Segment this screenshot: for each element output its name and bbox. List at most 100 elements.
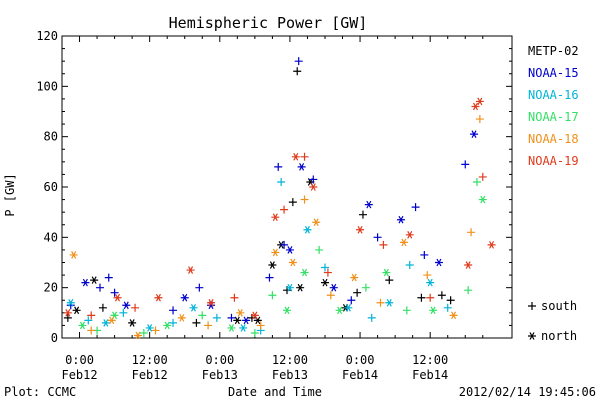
point-noaa-19-north <box>250 311 259 320</box>
point-noaa-19-south <box>230 293 239 302</box>
point-metp-02-south <box>98 303 107 312</box>
x-tick-date: Feb14 <box>342 368 378 382</box>
legend-star-marker <box>528 332 536 340</box>
point-noaa-15-south <box>227 313 236 322</box>
point-noaa-16-north <box>303 225 312 234</box>
point-noaa-16-north <box>426 278 435 287</box>
x-tick-time: 0:00 <box>205 353 234 367</box>
point-noaa-15-north <box>285 246 294 254</box>
point-noaa-16-north <box>66 298 75 307</box>
point-noaa-16-south <box>405 261 414 270</box>
point-noaa-15-south <box>373 233 382 242</box>
point-noaa-15-north <box>396 215 405 224</box>
point-noaa-15-north <box>180 293 189 302</box>
point-noaa-16-north <box>344 304 353 312</box>
x-tick-date: Feb12 <box>61 368 97 382</box>
point-noaa-18-north <box>236 309 245 317</box>
point-metp-02-south <box>385 276 394 285</box>
point-metp-02-south <box>358 210 367 219</box>
point-noaa-17-south <box>250 328 259 337</box>
marker-legend-label: north <box>541 329 577 343</box>
point-noaa-19-south <box>478 172 487 181</box>
point-noaa-18-north <box>107 316 116 325</box>
point-noaa-15-south <box>274 162 283 171</box>
point-noaa-15-south <box>195 283 204 292</box>
point-noaa-15-north <box>470 130 479 138</box>
point-noaa-17-south <box>402 306 411 315</box>
x-tick-date: Feb12 <box>132 368 168 382</box>
point-noaa-18-south <box>475 115 484 124</box>
x-tick-time: 12:00 <box>272 353 308 367</box>
point-noaa-16-south <box>277 177 286 186</box>
point-noaa-17-north <box>283 306 291 315</box>
point-noaa-16-north <box>385 298 394 307</box>
point-noaa-16-south <box>212 313 221 322</box>
x-tick-date: Feb14 <box>412 368 448 382</box>
point-metp-02-south <box>446 296 455 305</box>
point-noaa-18-south <box>326 291 335 300</box>
point-metp-02-south <box>192 318 201 327</box>
point-metp-02-south <box>437 291 446 300</box>
point-metp-02-north <box>233 316 242 325</box>
point-noaa-19-north <box>291 153 300 161</box>
footer-credit: Plot: CCMC <box>4 385 76 399</box>
point-noaa-19-north <box>475 97 484 106</box>
point-noaa-15-south <box>95 283 104 292</box>
legend-entry: METP-02 <box>528 44 579 58</box>
point-noaa-15-south <box>104 273 113 282</box>
point-noaa-18-south <box>300 195 309 204</box>
data-points <box>63 57 496 340</box>
point-noaa-15-south <box>461 160 470 169</box>
point-noaa-19-north <box>154 293 163 302</box>
point-noaa-15-south <box>420 250 429 259</box>
point-metp-02-south <box>288 198 297 207</box>
point-noaa-15-south <box>110 288 119 297</box>
point-noaa-17-north <box>382 268 391 277</box>
point-noaa-18-north <box>449 311 458 320</box>
point-noaa-15-south <box>265 273 274 282</box>
point-noaa-15-north <box>122 301 131 310</box>
point-metp-02-north <box>320 278 329 287</box>
x-tick-time: 12:00 <box>132 353 168 367</box>
point-noaa-16-south <box>367 313 376 322</box>
chart-title: Hemispheric Power [GW] <box>169 14 368 32</box>
point-noaa-19-north <box>471 102 480 111</box>
legend-plus-marker <box>528 302 536 310</box>
point-noaa-19-south <box>87 311 96 320</box>
point-noaa-15-south <box>169 306 178 315</box>
point-noaa-15-north <box>81 278 90 287</box>
point-metp-02-north <box>268 261 277 269</box>
point-noaa-19-north <box>309 183 318 191</box>
point-noaa-17-north <box>110 311 119 320</box>
point-noaa-16-south <box>119 308 128 317</box>
point-noaa-19-north <box>186 266 195 274</box>
point-noaa-17-south <box>268 291 277 300</box>
y-tick-label: 100 <box>36 79 58 93</box>
point-noaa-18-south <box>423 271 432 280</box>
y-axis-label: P [GW] <box>3 173 17 216</box>
point-noaa-18-north <box>312 218 321 227</box>
y-axis: 0 20 40 60 80 100 120 <box>36 29 512 345</box>
point-noaa-18-south <box>467 228 476 237</box>
legend-entry: NOAA-15 <box>528 66 579 80</box>
point-noaa-17-south <box>198 311 207 320</box>
point-noaa-15-north <box>364 200 373 209</box>
point-noaa-19-south <box>323 268 332 277</box>
point-noaa-18-north <box>69 251 78 259</box>
point-noaa-17-south <box>139 328 148 337</box>
point-noaa-18-north <box>133 331 142 340</box>
series-legend: METP-02 NOAA-15 NOAA-16 NOAA-17 NOAA-18 NOAA-… <box>528 44 579 168</box>
x-tick-date: Feb13 <box>272 368 308 382</box>
legend-entry: NOAA-17 <box>528 110 579 124</box>
point-metp-02-north <box>72 306 81 315</box>
point-metp-02-north <box>296 283 305 292</box>
point-noaa-15-north <box>434 258 443 267</box>
point-noaa-18-north <box>271 248 280 257</box>
marker-legend: south north <box>528 299 577 343</box>
x-tick-time: 12:00 <box>412 353 448 367</box>
point-noaa-16-north <box>239 324 248 332</box>
point-noaa-18-north <box>288 258 297 267</box>
point-noaa-18-north <box>350 273 359 282</box>
point-noaa-17-north <box>429 306 438 315</box>
point-noaa-19-south <box>379 240 388 249</box>
